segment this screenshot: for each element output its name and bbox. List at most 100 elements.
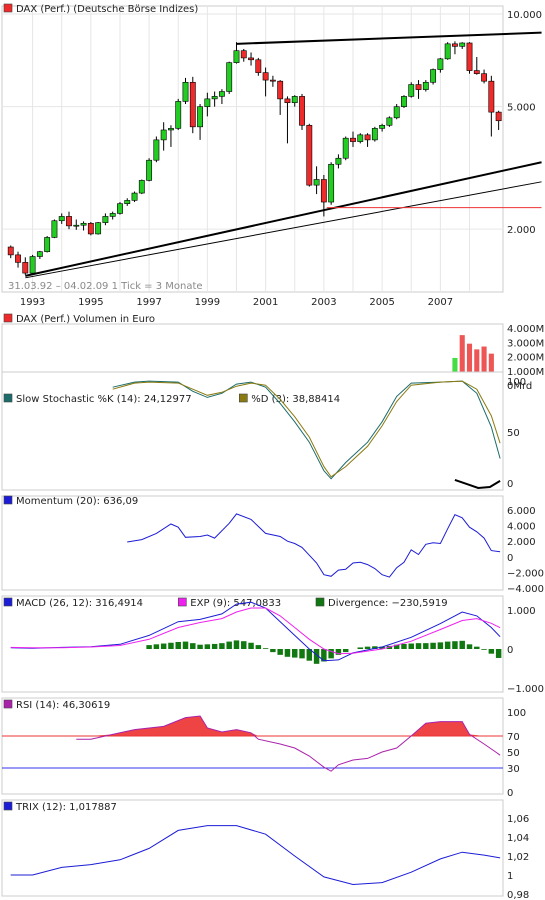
y-tick-label: 0 [507,479,513,490]
divergence-bar [488,649,495,654]
candle-body [320,179,327,203]
divergence-bar [277,649,283,655]
momentum-line [127,513,501,578]
candle-body [153,139,160,161]
divergence-bar [241,641,247,649]
volume-bar [474,349,480,385]
divergence-bar [364,646,371,649]
x-tick-label: 2005 [369,297,394,308]
x-tick-label: 1999 [195,297,220,308]
x-tick-label: 2001 [253,297,278,308]
candle-body [437,58,444,70]
candle-body [146,159,153,181]
divergence-bar [328,649,334,659]
divergence-bar [357,647,364,649]
divergence-bar [415,643,422,649]
divergence-bar [408,643,414,649]
divergence-bar [474,646,480,649]
y-tick-label: 50 [507,428,520,439]
plot-frame [1,5,504,293]
y-tick-label: 2.000Mrd [507,353,545,364]
x-tick-label: 1993 [20,297,45,308]
divergence-bar [466,644,473,649]
y-tick-label: 4.000 [507,522,536,533]
divergence-bar [168,642,174,649]
y-tick-label: 2.000 [507,537,536,548]
candle-body [401,96,407,107]
legend-swatch [3,801,13,811]
y-tick-label: 1,04 [507,833,529,844]
candle-body [422,81,429,90]
candle-body [481,73,487,82]
divergence-bar [321,649,327,662]
trend-line [25,181,542,279]
candle-body [175,101,182,129]
legend-swatch [3,495,13,505]
candle-body [226,62,233,92]
trend-line [236,31,542,45]
divergence-bar [255,645,262,649]
rsi-overbought-area [76,716,501,736]
divergence-bar [262,648,269,649]
legend-swatch [3,393,13,403]
legend-label: DAX (Perf.) (Deutsche Börse Indizes) [16,4,198,15]
legend-label: %D (3): 38,88414 [251,394,340,405]
y-tick-label: 1.000 [507,606,536,617]
candle-body [73,224,80,227]
divergence-bar [233,640,240,649]
y-tick-label: 0Mrd [507,381,532,392]
divergence-bar [219,643,225,649]
candle-body [58,216,65,222]
trix-panel: 1,06 1,04 1,02 1 0,98 TRIX (12): 1,017887 [1,799,529,900]
legend-swatch [3,3,13,13]
candle-body [204,98,211,107]
candle-body [255,59,262,73]
candle-body [109,213,116,217]
candle-body [189,81,196,128]
candle-body [328,163,335,203]
divergence-bar [335,649,342,655]
y-tick-label: 2.000 [507,225,536,236]
exp-line [10,607,501,655]
y-tick-label: 0,98 [507,890,529,900]
candle-body [269,79,276,82]
candle-body [36,251,43,257]
divergence-bar [284,649,291,657]
x-tick-label: 1997 [136,297,161,308]
y-tick-label: 10.000 [507,10,542,21]
candle-body [80,222,87,226]
candle-body [386,117,393,126]
legend-label: Momentum (20): 636,09 [16,496,138,507]
stochastic-line [112,380,501,478]
candle-body [168,128,174,131]
divergence-bar [481,649,487,650]
y-tick-label: −4.000 [507,584,544,595]
y-tick-label: 0 [507,788,513,799]
trend-line [25,161,542,277]
candle-body [495,111,502,122]
legend-label: DAX (Perf.) Volumen in Euro [16,314,155,325]
candle-body [66,216,72,227]
y-tick-label: 0 [507,553,513,564]
divergence-bar [401,643,407,649]
divergence-bar [190,643,196,649]
y-tick-label: 5.000 [507,103,536,114]
candle-body [430,69,437,83]
legend-swatch [3,699,13,709]
y-tick-label: 100 [507,377,526,388]
candle-body [313,179,320,186]
candle-body [51,220,58,238]
y-tick-label: 4.000Mrd [507,324,545,335]
divergence-bar [452,641,458,649]
divergence-bar [437,642,444,649]
candle-body [415,84,422,90]
divergence-bar [430,642,436,649]
trix-line [10,825,501,886]
y-tick-label: 30 [507,764,520,775]
legend-label: TRIX (12): 1,017887 [15,802,117,813]
plot-frame [1,495,504,591]
plot-frame [1,799,504,897]
candle-body [7,246,14,256]
y-tick-label: 1,06 [507,814,529,825]
legend-label: Slow Stochastic %K (14): 24,12977 [16,394,192,405]
